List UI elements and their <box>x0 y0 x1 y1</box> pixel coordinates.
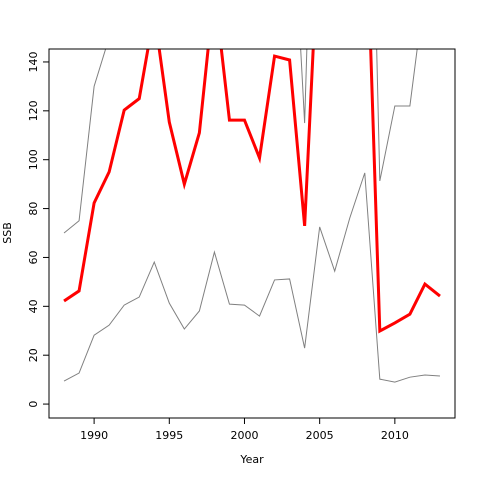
x-axis-label: Year <box>239 453 264 466</box>
x-tick-label: 2010 <box>381 429 409 442</box>
plot-frame <box>48 48 456 419</box>
y-tick-label: 0 <box>27 401 40 408</box>
x-tick-label: 2000 <box>230 429 258 442</box>
y-tick-label: 140 <box>27 51 40 72</box>
y-tick-label: 20 <box>27 348 40 362</box>
x-tick-label: 2005 <box>306 429 334 442</box>
x-tick-label: 1995 <box>155 429 183 442</box>
x-tick-label: 1990 <box>80 429 108 442</box>
y-tick-label: 40 <box>27 299 40 313</box>
y-tick-label: 60 <box>27 250 40 264</box>
series-line <box>63 172 440 383</box>
series-line <box>63 49 441 334</box>
y-tick-label: 80 <box>27 202 40 216</box>
y-tick-label: 120 <box>27 100 40 121</box>
series-line <box>63 49 418 234</box>
plot-area <box>63 49 441 383</box>
y-axis-label: SSB <box>1 222 14 244</box>
y-tick-label: 100 <box>27 149 40 170</box>
